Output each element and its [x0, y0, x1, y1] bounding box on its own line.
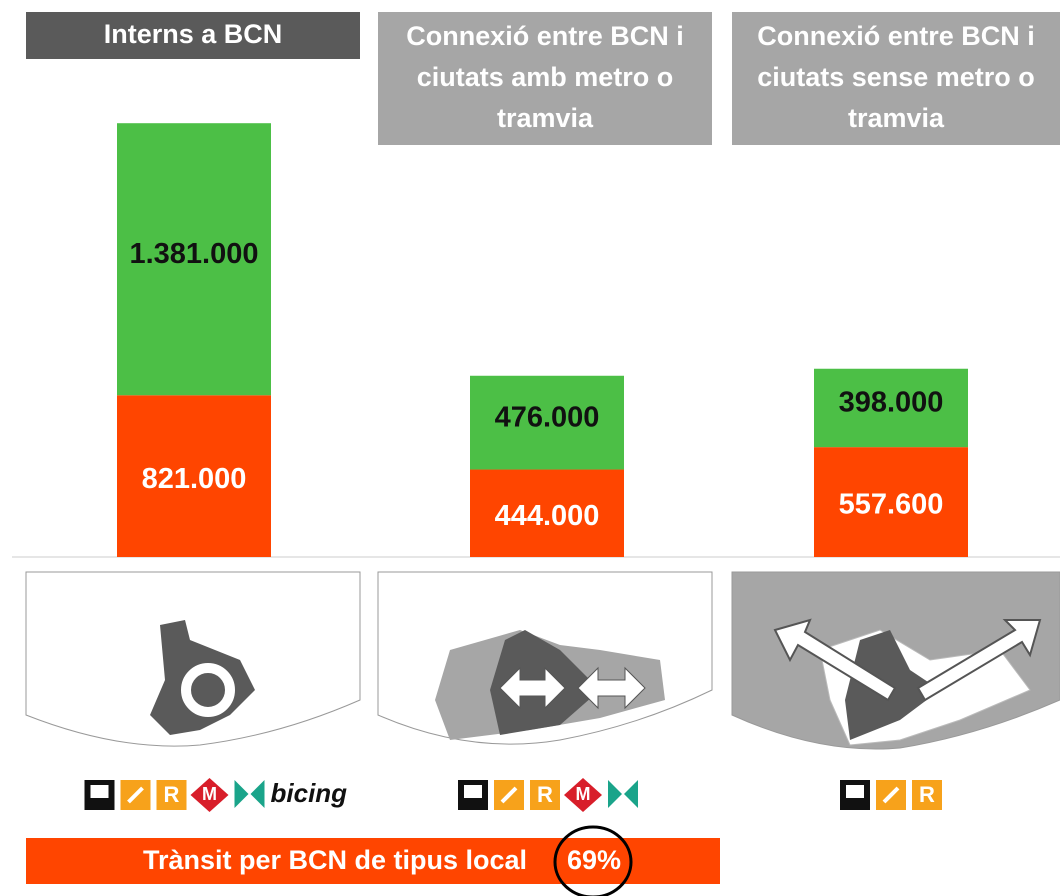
rail-icon [912, 780, 942, 810]
column-header: Interns a BCN [26, 12, 360, 59]
metro-icon [190, 778, 229, 812]
icon-label: M [576, 784, 591, 804]
icon-label: bicing [271, 778, 348, 808]
tram-icon [234, 780, 265, 808]
bus-window [90, 785, 109, 798]
tram-glyph [500, 786, 518, 804]
bar-segment [117, 395, 271, 557]
footer-text: Trànsit per BCN de tipus local [143, 845, 527, 875]
column-header: Connexió entre BCN i ciutats sense metro… [732, 12, 1060, 145]
rail-icon [530, 780, 560, 810]
footer-band [26, 838, 720, 884]
map [25, 571, 1060, 750]
bus-window [464, 785, 482, 798]
icon-label: M [202, 784, 217, 804]
bar-segment [814, 368, 968, 448]
metro-icon [564, 778, 602, 812]
bar-segment [814, 447, 968, 557]
value-label: 1.381.000 [129, 238, 258, 270]
value-label: 444.000 [495, 500, 600, 532]
value-label: 557.600 [839, 489, 944, 521]
footer-share: 69% [567, 845, 621, 875]
icon-label: R [164, 782, 180, 807]
bus-window [846, 785, 864, 798]
value-label: 476.000 [495, 401, 600, 433]
value-label: 398.000 [839, 387, 944, 419]
tram-glyph [127, 786, 144, 804]
tram-icon [608, 780, 638, 808]
bar-segment [470, 469, 624, 557]
highlight-circle [553, 825, 633, 896]
icon-label: R [919, 782, 935, 807]
tram-glyph [882, 786, 900, 804]
bar-segment [117, 123, 271, 396]
rail-icon [156, 780, 187, 810]
column-header: Connexió entre BCN i ciutats amb metro o… [378, 12, 712, 145]
bar-segment [470, 375, 624, 470]
icon-label: R [537, 782, 553, 807]
value-label: 821.000 [142, 463, 247, 495]
